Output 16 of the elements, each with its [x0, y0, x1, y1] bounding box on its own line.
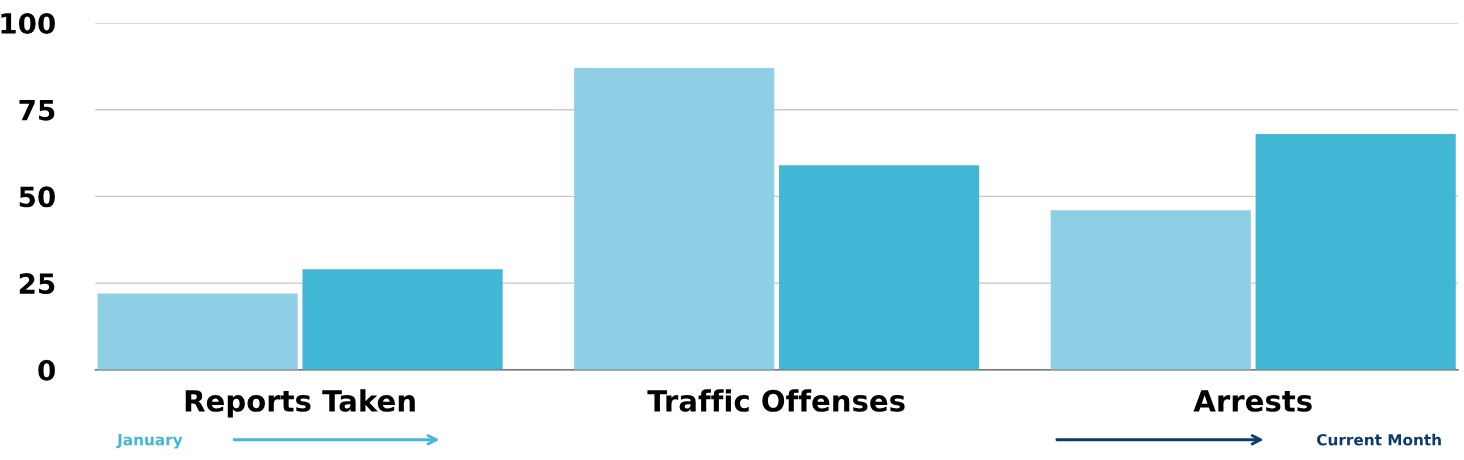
bar: [97, 293, 298, 370]
x-tick-label: Traffic Offenses: [647, 389, 905, 412]
text: Current Month: [1317, 433, 1441, 446]
bar: [1050, 210, 1251, 370]
y-tick-label: 75: [19, 100, 55, 121]
bar: [779, 165, 980, 370]
y-tick-label: 100: [1, 12, 55, 34]
x-tick-label: Reports Taken: [185, 389, 415, 418]
bar: [302, 269, 503, 370]
bar: [574, 68, 775, 370]
bar: [1255, 133, 1456, 370]
y-tick-label: 25: [19, 273, 55, 295]
y-tick-label: 50: [19, 186, 55, 208]
x-tick-label: Arrests: [1193, 390, 1312, 412]
y-tick-label: 0: [38, 359, 55, 381]
text: January: [116, 434, 183, 449]
